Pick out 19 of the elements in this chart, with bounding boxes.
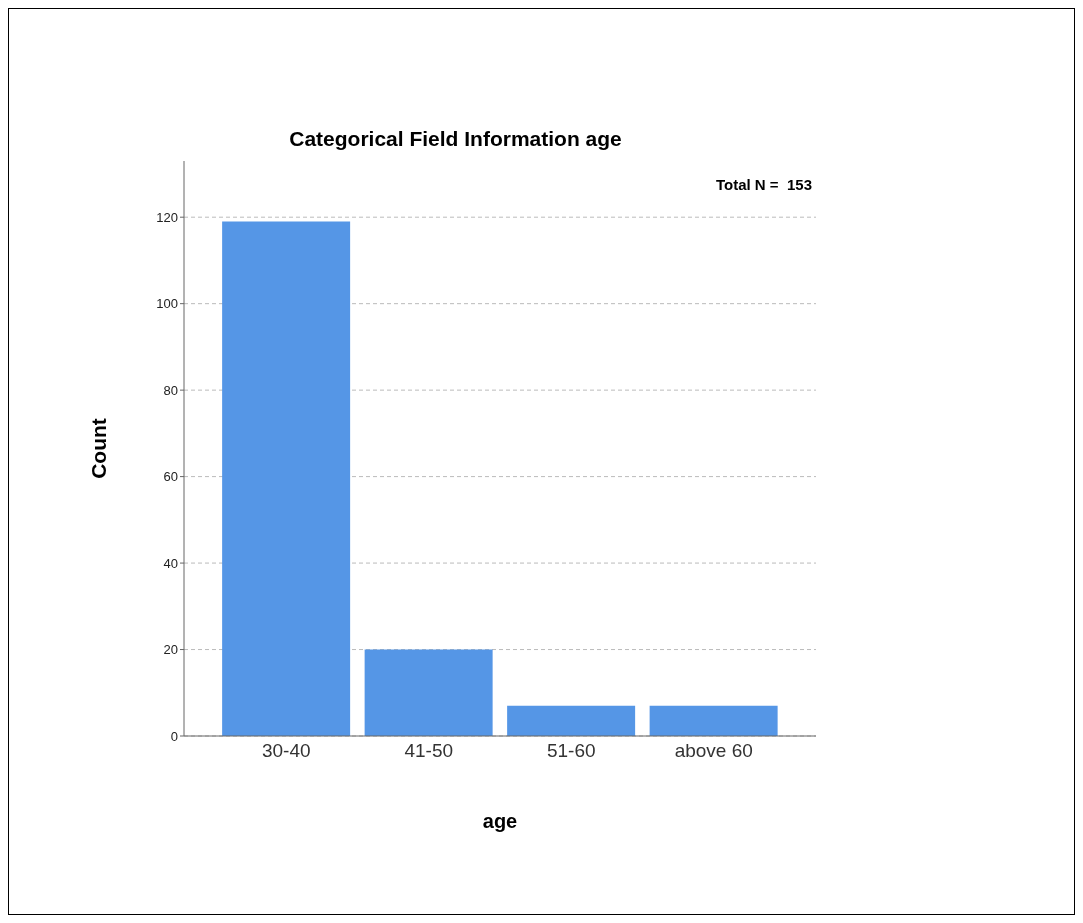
- x-tick-label: 51-60: [546, 740, 596, 762]
- bar: [507, 705, 636, 736]
- y-tick-label: 100: [156, 296, 178, 312]
- y-tick-label: 60: [163, 469, 178, 485]
- y-axis-title: Count: [87, 418, 111, 479]
- y-tick-label: 20: [163, 642, 178, 658]
- x-axis-title: age: [482, 810, 518, 832]
- bar: [222, 221, 351, 736]
- bar: [649, 705, 778, 736]
- y-tick-label: 0: [170, 728, 178, 744]
- chart-title: Categorical Field Information age: [288, 127, 623, 151]
- x-tick-label: 30-40: [261, 740, 311, 762]
- bar: [364, 649, 493, 736]
- x-tick-label: above 60: [674, 740, 753, 762]
- y-tick-label: 40: [163, 555, 178, 571]
- annotation: Total N = 153: [715, 176, 812, 193]
- x-tick-label: 41-50: [404, 740, 454, 762]
- y-tick-label: 120: [156, 209, 178, 225]
- y-tick-label: 80: [163, 382, 178, 398]
